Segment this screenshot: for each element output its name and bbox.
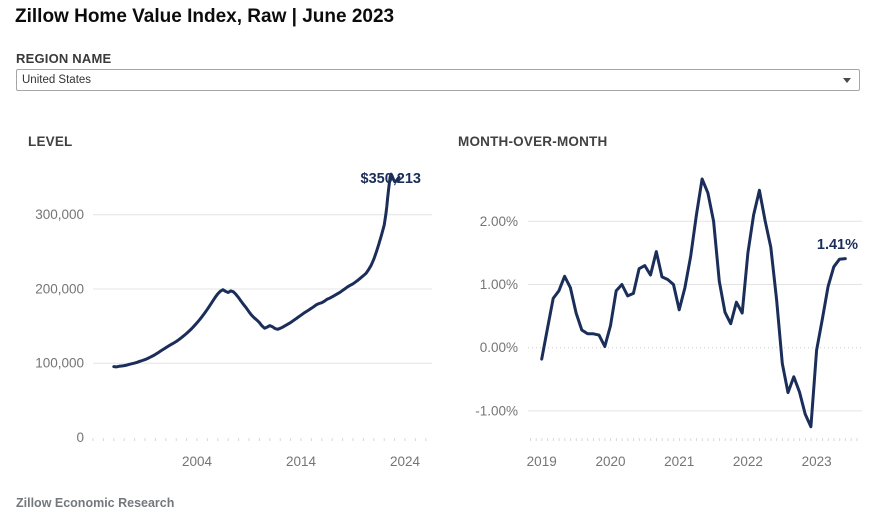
y-tick-label: 0 xyxy=(76,430,84,445)
y-tick-label: 100,000 xyxy=(35,356,84,371)
x-tick-label: 2023 xyxy=(802,454,832,469)
mom-current-value-label: 1.41% xyxy=(817,237,858,253)
x-tick-label: 2004 xyxy=(182,454,213,469)
y-tick-label: 1.00% xyxy=(480,277,518,292)
level-current-value-label: $350,213 xyxy=(361,171,421,187)
page-title: Zillow Home Value Index, Raw | June 2023 xyxy=(15,6,395,27)
region-select-wrapper: United States xyxy=(16,69,860,91)
y-tick-label: 2.00% xyxy=(480,214,518,229)
mom-chart-title: MONTH-OVER-MONTH xyxy=(458,134,608,149)
y-tick-label: 200,000 xyxy=(35,282,84,297)
level-line-chart[interactable]: 0 100,000 200,000 300,000 2004 2014 2024 $350,2… xyxy=(16,150,440,480)
level-series-line xyxy=(112,172,401,369)
x-tick-label: 2022 xyxy=(733,454,763,469)
x-tick-label: 2020 xyxy=(595,454,625,469)
x-tick-label: 2021 xyxy=(664,454,694,469)
region-name-label: REGION NAME xyxy=(16,51,112,66)
y-tick-label: -1.00% xyxy=(475,403,518,418)
x-tick-label: 2024 xyxy=(390,454,421,469)
y-tick-label: 0.00% xyxy=(480,340,518,355)
region-select[interactable]: United States xyxy=(16,69,860,91)
x-tick-label: 2014 xyxy=(286,454,317,469)
x-tick-label: 2019 xyxy=(527,454,557,469)
mom-series-line xyxy=(540,177,847,429)
mom-line-chart[interactable]: -1.00% 0.00% 1.00% 2.00% 2019 2020 2021 2022 202… xyxy=(456,150,876,480)
source-attribution: Zillow Economic Research xyxy=(16,496,175,510)
level-chart-title: LEVEL xyxy=(28,134,73,149)
y-tick-label: 300,000 xyxy=(35,207,84,222)
